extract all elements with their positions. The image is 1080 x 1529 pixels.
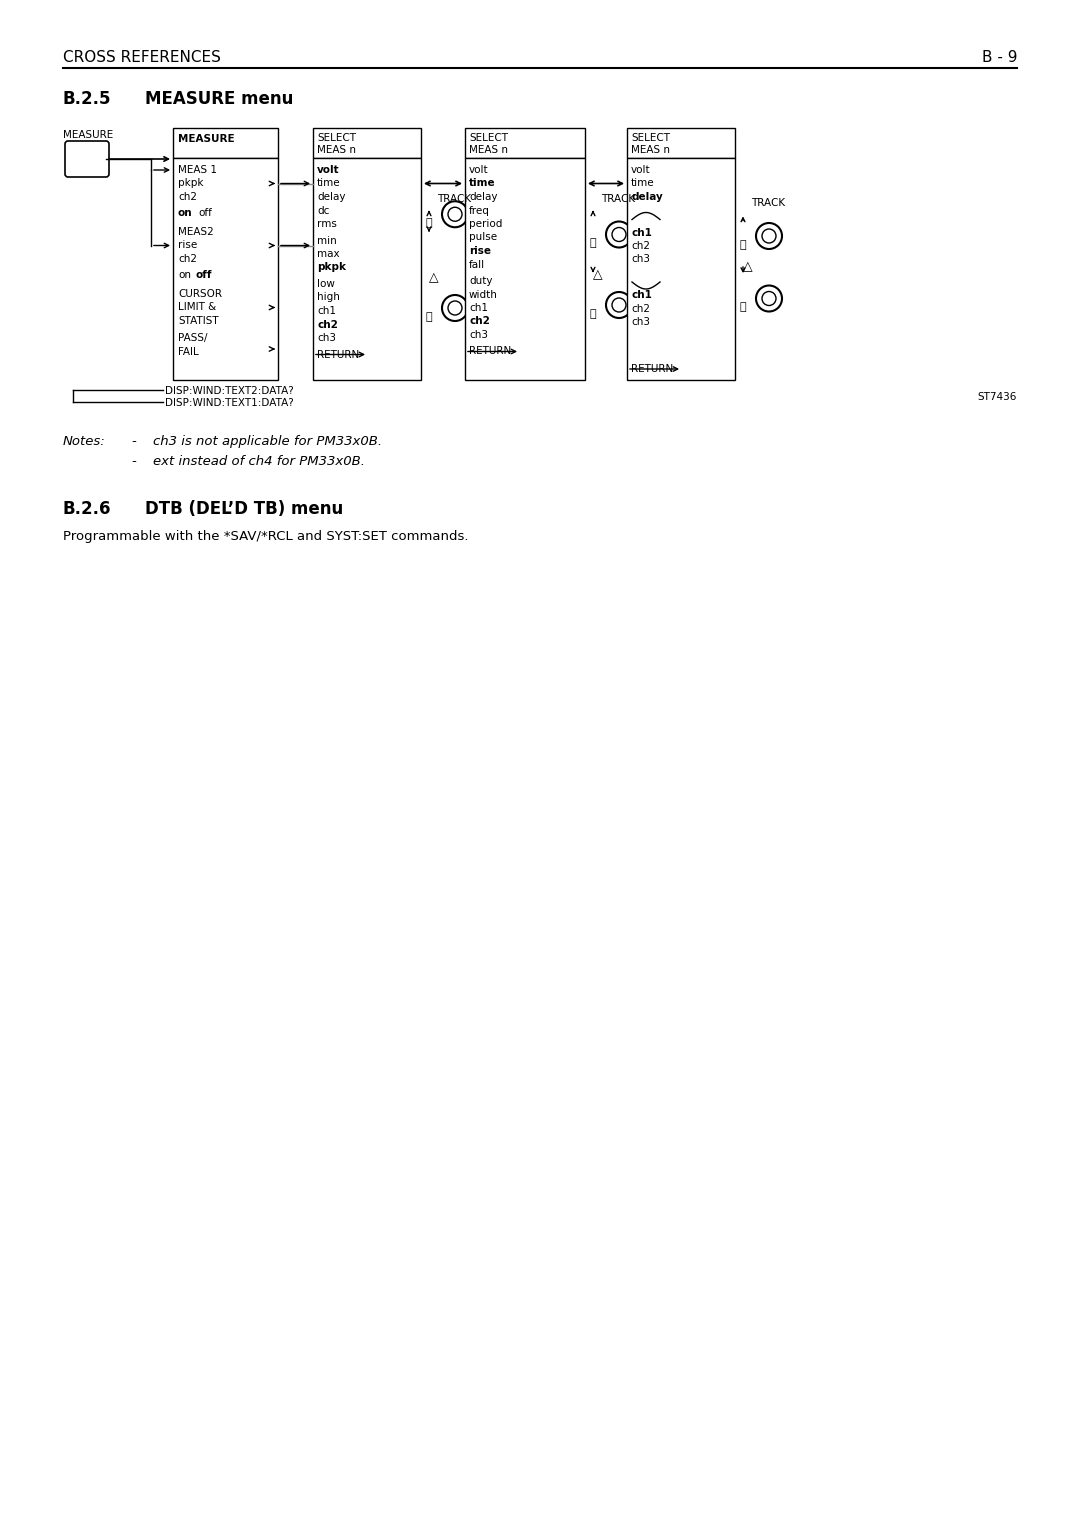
- Text: dc: dc: [318, 205, 329, 216]
- Text: -: -: [131, 456, 136, 468]
- Text: Ⓣ: Ⓣ: [740, 240, 746, 251]
- Text: △: △: [743, 260, 753, 274]
- Text: MEAS n: MEAS n: [469, 145, 508, 154]
- Text: ST7436: ST7436: [977, 391, 1017, 402]
- Text: min: min: [318, 235, 337, 246]
- Text: SELECT: SELECT: [318, 133, 356, 144]
- Text: high: high: [318, 292, 340, 303]
- Text: B.2.5: B.2.5: [63, 90, 111, 109]
- Text: ch2: ch2: [178, 254, 197, 265]
- Text: CURSOR: CURSOR: [178, 289, 222, 300]
- Text: Notes:: Notes:: [63, 434, 106, 448]
- Text: TRACK: TRACK: [751, 197, 785, 208]
- Text: SELECT: SELECT: [469, 133, 508, 144]
- Text: TRACK: TRACK: [437, 194, 471, 203]
- Bar: [313, 128, 421, 157]
- Text: period: period: [469, 219, 502, 229]
- Bar: [465, 157, 585, 381]
- Text: ch3 is not applicable for PM33x0B.: ch3 is not applicable for PM33x0B.: [153, 434, 382, 448]
- Text: rise: rise: [469, 246, 491, 255]
- Text: B - 9: B - 9: [982, 50, 1017, 66]
- Text: TRACK: TRACK: [600, 194, 635, 203]
- Text: FAIL: FAIL: [178, 347, 199, 356]
- Bar: [173, 128, 278, 157]
- Text: rms: rms: [318, 219, 337, 229]
- Text: ch3: ch3: [631, 254, 650, 265]
- Text: Ⓣ: Ⓣ: [590, 239, 596, 249]
- Text: △: △: [593, 268, 603, 281]
- Text: ch2: ch2: [469, 317, 490, 327]
- Text: STATIST: STATIST: [178, 317, 218, 326]
- Text: MEASURE menu: MEASURE menu: [145, 90, 294, 109]
- Text: low: low: [318, 278, 335, 289]
- Text: fall: fall: [469, 260, 485, 269]
- Bar: [173, 157, 278, 381]
- Text: ch1: ch1: [469, 303, 488, 313]
- Text: Ⓣ: Ⓣ: [740, 303, 746, 312]
- Text: DTB (DEL’D TB) menu: DTB (DEL’D TB) menu: [145, 500, 343, 518]
- Text: -: -: [131, 434, 136, 448]
- Text: volt: volt: [318, 165, 339, 174]
- Text: MEASURE: MEASURE: [63, 130, 113, 141]
- Text: time: time: [469, 179, 496, 188]
- Text: max: max: [318, 249, 339, 258]
- Text: ch3: ch3: [631, 317, 650, 327]
- Text: RETURN: RETURN: [469, 347, 511, 356]
- Bar: [465, 128, 585, 157]
- Text: ch2: ch2: [631, 303, 650, 313]
- Text: Ⓣ: Ⓣ: [426, 219, 433, 228]
- Text: LIMIT &: LIMIT &: [178, 303, 216, 312]
- Text: △: △: [429, 271, 438, 284]
- Text: delay: delay: [318, 193, 346, 202]
- Bar: [627, 157, 735, 381]
- Text: pkpk: pkpk: [178, 179, 203, 188]
- Text: ch1: ch1: [631, 228, 652, 237]
- Text: ch2: ch2: [631, 242, 650, 251]
- Text: freq: freq: [469, 205, 490, 216]
- Text: off: off: [195, 269, 213, 280]
- Text: ch2: ch2: [178, 193, 197, 202]
- Text: ch2: ch2: [318, 320, 338, 330]
- Text: ch1: ch1: [318, 306, 336, 317]
- Text: Ⓣ: Ⓣ: [426, 312, 433, 323]
- Text: on: on: [178, 208, 192, 217]
- Text: PASS/: PASS/: [178, 333, 207, 344]
- Text: pulse: pulse: [469, 232, 497, 243]
- Text: rise: rise: [178, 240, 198, 251]
- Text: ch3: ch3: [318, 333, 336, 342]
- Text: on: on: [178, 269, 191, 280]
- Text: MEAS2: MEAS2: [178, 226, 214, 237]
- Text: DISP:WIND:TEXT1:DATA?: DISP:WIND:TEXT1:DATA?: [165, 398, 294, 408]
- Text: RETURN: RETURN: [318, 350, 360, 359]
- Text: DISP:WIND:TEXT2:DATA?: DISP:WIND:TEXT2:DATA?: [165, 385, 294, 396]
- Text: time: time: [318, 179, 340, 188]
- Text: MEAS n: MEAS n: [631, 145, 670, 154]
- Text: SELECT: SELECT: [631, 133, 670, 144]
- Text: Ⓣ: Ⓣ: [590, 309, 596, 320]
- Text: CROSS REFERENCES: CROSS REFERENCES: [63, 50, 221, 66]
- Text: MEAS n: MEAS n: [318, 145, 356, 154]
- Text: pkpk: pkpk: [318, 263, 346, 272]
- Text: ext instead of ch4 for PM33x0B.: ext instead of ch4 for PM33x0B.: [153, 456, 365, 468]
- FancyBboxPatch shape: [65, 141, 109, 177]
- Text: Programmable with the *SAV/*RCL and SYST:SET commands.: Programmable with the *SAV/*RCL and SYST…: [63, 531, 469, 543]
- Bar: [313, 157, 421, 381]
- Text: B.2.6: B.2.6: [63, 500, 111, 518]
- Text: duty: duty: [469, 277, 492, 286]
- Text: width: width: [469, 289, 498, 300]
- Text: ch1: ch1: [631, 291, 652, 300]
- Text: MEASURE: MEASURE: [178, 135, 234, 144]
- Text: volt: volt: [631, 165, 650, 174]
- Text: volt: volt: [469, 165, 488, 174]
- Bar: [627, 128, 735, 157]
- Text: RETURN: RETURN: [631, 364, 673, 375]
- Text: delay: delay: [469, 193, 498, 202]
- Text: delay: delay: [631, 193, 663, 202]
- Text: MEAS 1: MEAS 1: [178, 165, 217, 174]
- Text: ch3: ch3: [469, 330, 488, 339]
- Text: time: time: [631, 179, 654, 188]
- Text: off: off: [198, 208, 212, 217]
